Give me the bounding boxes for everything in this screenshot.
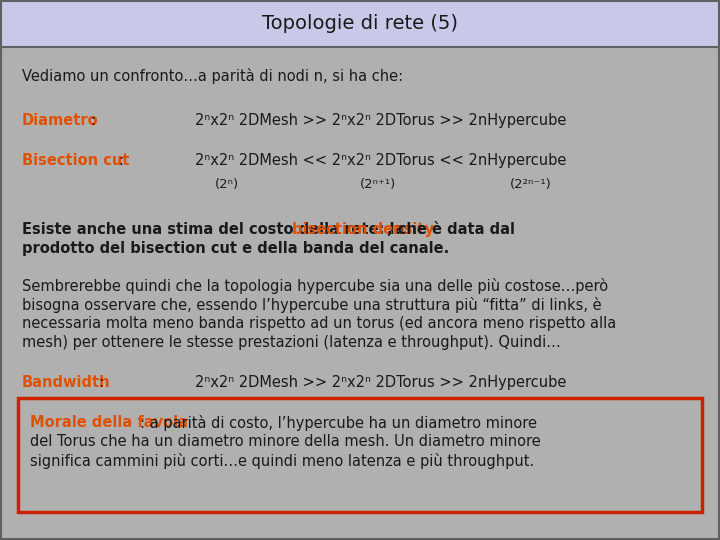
Text: del Torus che ha un diametro minore della mesh. Un diametro minore: del Torus che ha un diametro minore dell…: [30, 434, 541, 449]
Text: (2ⁿ): (2ⁿ): [215, 178, 239, 191]
Text: significa cammini più corti…e quindi meno latenza e più throughput.: significa cammini più corti…e quindi men…: [30, 453, 534, 469]
Text: necessaria molta meno banda rispetto ad un torus (ed ancora meno rispetto alla: necessaria molta meno banda rispetto ad …: [22, 316, 616, 331]
Text: (2ⁿ⁺¹): (2ⁿ⁺¹): [360, 178, 396, 191]
Text: Vediamo un confronto…a parità di nodi n, si ha che:: Vediamo un confronto…a parità di nodi n,…: [22, 68, 403, 84]
Text: Esiste anche una stima del costo della rete: la: Esiste anche una stima del costo della r…: [22, 222, 410, 237]
Text: Topologie di rete (5): Topologie di rete (5): [262, 14, 458, 33]
Text: prodotto del bisection cut e della banda del canale.: prodotto del bisection cut e della banda…: [22, 241, 449, 256]
Text: 2ⁿx2ⁿ 2DMesh >> 2ⁿx2ⁿ 2DTorus >> 2nHypercube: 2ⁿx2ⁿ 2DMesh >> 2ⁿx2ⁿ 2DTorus >> 2nHyper…: [195, 113, 567, 128]
Text: :: :: [118, 153, 123, 168]
FancyBboxPatch shape: [0, 0, 720, 47]
Text: Morale della favola: Morale della favola: [30, 415, 188, 430]
Text: Sembrerebbe quindi che la topologia hypercube sia una delle più costose…però: Sembrerebbe quindi che la topologia hype…: [22, 278, 608, 294]
Text: Diametro: Diametro: [22, 113, 99, 128]
Text: : a parità di costo, l’hypercube ha un diametro minore: : a parità di costo, l’hypercube ha un d…: [140, 415, 537, 431]
FancyBboxPatch shape: [18, 398, 702, 512]
Text: (2²ⁿ⁻¹): (2²ⁿ⁻¹): [510, 178, 552, 191]
Text: 2ⁿx2ⁿ 2DMesh >> 2ⁿx2ⁿ 2DTorus >> 2nHypercube: 2ⁿx2ⁿ 2DMesh >> 2ⁿx2ⁿ 2DTorus >> 2nHyper…: [195, 375, 567, 390]
Text: bisection density: bisection density: [292, 222, 433, 237]
Text: , che è data dal: , che è data dal: [387, 222, 516, 237]
Text: :: :: [90, 113, 95, 128]
Text: Bisection cut: Bisection cut: [22, 153, 130, 168]
Text: Bandwidth: Bandwidth: [22, 375, 111, 390]
Text: bisogna osservare che, essendo l’hypercube una struttura più “fitta” di links, è: bisogna osservare che, essendo l’hypercu…: [22, 297, 602, 313]
Text: 2ⁿx2ⁿ 2DMesh << 2ⁿx2ⁿ 2DTorus << 2nHypercube: 2ⁿx2ⁿ 2DMesh << 2ⁿx2ⁿ 2DTorus << 2nHyper…: [195, 153, 567, 168]
Text: :: :: [98, 375, 103, 390]
Text: mesh) per ottenere le stesse prestazioni (latenza e throughput). Quindi…: mesh) per ottenere le stesse prestazioni…: [22, 335, 561, 350]
